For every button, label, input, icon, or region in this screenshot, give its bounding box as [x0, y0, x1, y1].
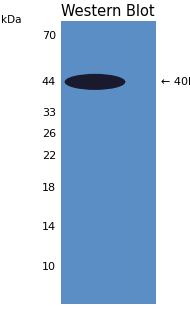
Text: 10: 10: [42, 262, 56, 272]
Text: kDa: kDa: [1, 15, 21, 25]
Text: 14: 14: [42, 222, 56, 232]
Ellipse shape: [65, 74, 125, 90]
Text: 22: 22: [42, 151, 56, 161]
Text: 18: 18: [42, 184, 56, 193]
Text: Western Blot: Western Blot: [62, 4, 155, 19]
Text: 33: 33: [42, 108, 56, 118]
Text: ← 40kDa: ← 40kDa: [161, 77, 190, 87]
Text: 26: 26: [42, 129, 56, 139]
Bar: [61, 21, 156, 304]
Text: 44: 44: [42, 77, 56, 87]
Text: 70: 70: [42, 31, 56, 40]
